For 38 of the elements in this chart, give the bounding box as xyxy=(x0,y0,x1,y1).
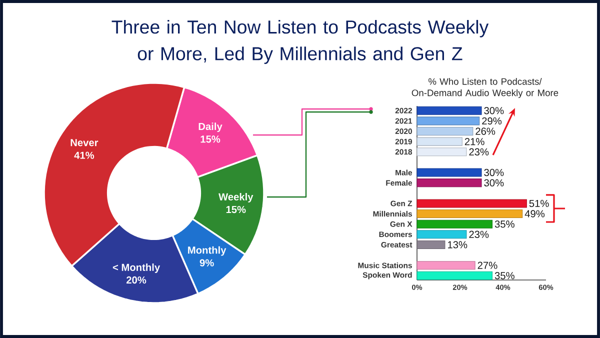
slice-label: Daily xyxy=(198,122,222,132)
data-label: 27% xyxy=(478,262,498,269)
data-label: 20% xyxy=(126,276,146,284)
data-label: 15% xyxy=(200,136,220,143)
bar xyxy=(416,261,476,270)
bar xyxy=(416,199,527,208)
data-label: 21% xyxy=(464,138,484,146)
data-label: 30% xyxy=(484,179,504,186)
data-label: 9% xyxy=(200,259,214,266)
bar xyxy=(416,168,482,177)
slice-label: Never xyxy=(70,139,98,146)
data-label: 23% xyxy=(469,148,489,156)
data-label: 30% xyxy=(484,107,504,114)
chart-title: % Who Listen to Podcasts/ On-Demand Audio Weekly or More xyxy=(412,78,558,98)
data-label: 30% xyxy=(484,168,504,176)
data-label: 23% xyxy=(469,230,489,238)
chart-title: Three in Ten Now Listen to Podcasts Weekly or More, Led By Millennials and Gen Z xyxy=(112,20,489,64)
data-label: 35% xyxy=(494,220,514,228)
data-label: 41% xyxy=(74,152,94,159)
bar xyxy=(416,126,474,136)
data-label: 26% xyxy=(476,128,496,135)
data-label: 49% xyxy=(524,210,545,218)
slice-label: < Monthly xyxy=(112,264,160,273)
bar xyxy=(416,220,493,228)
data-label: 15% xyxy=(226,206,246,214)
bar xyxy=(416,210,523,218)
bar xyxy=(416,230,467,239)
data-label: 51% xyxy=(529,200,549,208)
bar xyxy=(416,106,482,115)
data-label: 29% xyxy=(482,117,502,125)
data-label: 13% xyxy=(448,241,468,248)
bar xyxy=(416,240,446,249)
bar xyxy=(416,178,482,188)
slice-label: Monthly xyxy=(188,246,226,256)
bar xyxy=(416,116,480,126)
bar xyxy=(416,271,493,280)
slice-label: Weekly xyxy=(218,192,254,202)
data-label: 35% xyxy=(494,272,514,280)
